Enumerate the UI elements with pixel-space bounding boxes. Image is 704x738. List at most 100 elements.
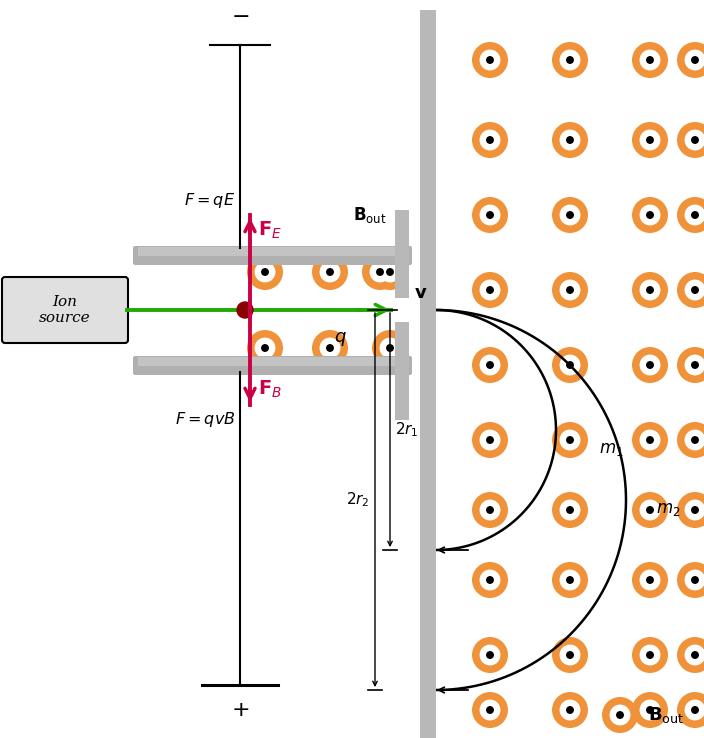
- Circle shape: [479, 354, 501, 376]
- FancyBboxPatch shape: [138, 357, 407, 366]
- Circle shape: [472, 197, 508, 233]
- Text: $m_2$: $m_2$: [656, 502, 681, 519]
- Circle shape: [639, 49, 660, 70]
- Bar: [420, 10, 436, 738]
- Circle shape: [560, 280, 580, 300]
- Circle shape: [379, 261, 401, 283]
- Circle shape: [632, 197, 668, 233]
- Circle shape: [560, 500, 580, 520]
- Circle shape: [677, 562, 704, 598]
- Circle shape: [479, 204, 501, 225]
- Circle shape: [684, 354, 704, 376]
- Circle shape: [677, 197, 704, 233]
- Circle shape: [566, 136, 574, 144]
- Circle shape: [372, 330, 408, 366]
- Circle shape: [472, 492, 508, 528]
- Circle shape: [486, 136, 494, 144]
- Circle shape: [677, 42, 704, 78]
- Circle shape: [602, 697, 638, 733]
- Circle shape: [552, 422, 588, 458]
- Text: $+$: $+$: [231, 700, 249, 720]
- Circle shape: [566, 706, 574, 714]
- Text: Ion
source: Ion source: [39, 295, 91, 325]
- Circle shape: [486, 286, 494, 294]
- Circle shape: [560, 430, 580, 450]
- Circle shape: [684, 130, 704, 151]
- Text: $F = qE$: $F = qE$: [184, 191, 235, 210]
- Circle shape: [646, 136, 654, 144]
- Circle shape: [566, 576, 574, 584]
- Circle shape: [479, 430, 501, 450]
- Circle shape: [479, 130, 501, 151]
- Text: $\mathbf{v}$: $\mathbf{v}$: [414, 284, 428, 302]
- Circle shape: [379, 337, 401, 359]
- Circle shape: [639, 700, 660, 720]
- Circle shape: [566, 286, 574, 294]
- Circle shape: [486, 436, 494, 444]
- Circle shape: [479, 280, 501, 300]
- Circle shape: [639, 570, 660, 590]
- Circle shape: [646, 211, 654, 219]
- Circle shape: [677, 122, 704, 158]
- Circle shape: [362, 254, 398, 290]
- Circle shape: [552, 42, 588, 78]
- Circle shape: [472, 122, 508, 158]
- Circle shape: [472, 42, 508, 78]
- Circle shape: [479, 570, 501, 590]
- Circle shape: [486, 506, 494, 514]
- Circle shape: [486, 576, 494, 584]
- Circle shape: [486, 211, 494, 219]
- Circle shape: [472, 347, 508, 383]
- Circle shape: [632, 122, 668, 158]
- Circle shape: [320, 337, 341, 359]
- Circle shape: [552, 272, 588, 308]
- Circle shape: [691, 506, 699, 514]
- Circle shape: [552, 562, 588, 598]
- Text: $\mathbf{B}_{\mathrm{out}}$: $\mathbf{B}_{\mathrm{out}}$: [648, 705, 684, 725]
- Text: $\mathbf{F}_E$: $\mathbf{F}_E$: [258, 220, 282, 241]
- Circle shape: [566, 56, 574, 64]
- Circle shape: [677, 492, 704, 528]
- Circle shape: [684, 500, 704, 520]
- Circle shape: [486, 706, 494, 714]
- Circle shape: [386, 344, 394, 352]
- Circle shape: [261, 344, 269, 352]
- Circle shape: [646, 576, 654, 584]
- Circle shape: [677, 272, 704, 308]
- Circle shape: [472, 637, 508, 673]
- Circle shape: [616, 711, 624, 719]
- Circle shape: [632, 637, 668, 673]
- Bar: [395, 210, 409, 298]
- Circle shape: [560, 354, 580, 376]
- Circle shape: [639, 130, 660, 151]
- FancyBboxPatch shape: [133, 356, 412, 375]
- Circle shape: [560, 204, 580, 225]
- Circle shape: [610, 705, 631, 725]
- Circle shape: [247, 254, 283, 290]
- Circle shape: [632, 347, 668, 383]
- Circle shape: [560, 700, 580, 720]
- Circle shape: [312, 330, 348, 366]
- Circle shape: [479, 49, 501, 70]
- Circle shape: [632, 692, 668, 728]
- Circle shape: [486, 651, 494, 659]
- Circle shape: [386, 268, 394, 276]
- Circle shape: [326, 344, 334, 352]
- Circle shape: [560, 49, 580, 70]
- Circle shape: [646, 361, 654, 369]
- Text: $-$: $-$: [231, 5, 249, 25]
- Circle shape: [472, 272, 508, 308]
- Circle shape: [479, 500, 501, 520]
- Circle shape: [677, 422, 704, 458]
- Circle shape: [632, 42, 668, 78]
- Circle shape: [691, 56, 699, 64]
- Circle shape: [247, 330, 283, 366]
- Circle shape: [632, 562, 668, 598]
- Circle shape: [639, 280, 660, 300]
- Text: $F = qvB$: $F = qvB$: [175, 410, 235, 429]
- Circle shape: [552, 197, 588, 233]
- Circle shape: [566, 211, 574, 219]
- Circle shape: [677, 637, 704, 673]
- Circle shape: [560, 130, 580, 151]
- Text: $m_1$: $m_1$: [598, 441, 623, 458]
